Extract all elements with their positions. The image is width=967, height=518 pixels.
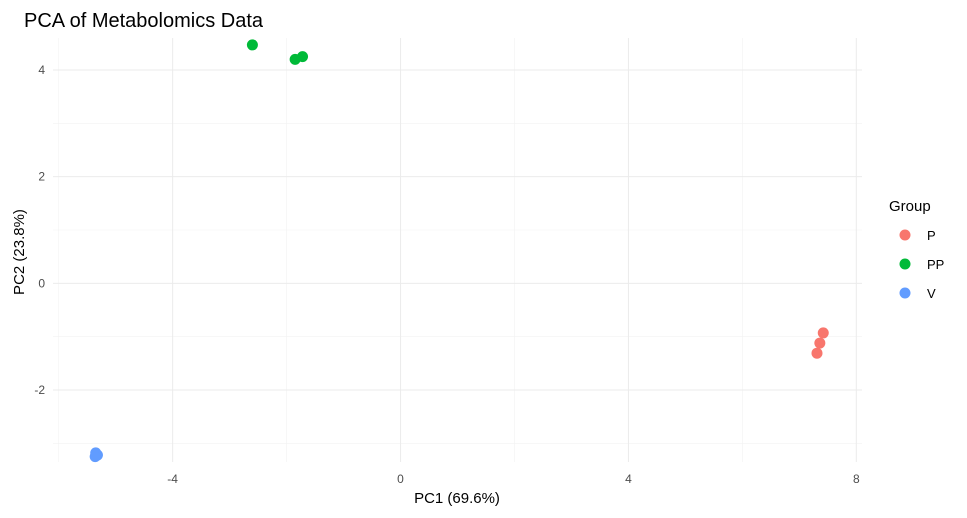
legend-key xyxy=(899,287,911,299)
series-pp xyxy=(246,39,309,65)
legend-item-pp: PP xyxy=(899,257,944,272)
y-tick-label: 0 xyxy=(38,276,45,290)
x-tick-label: -4 xyxy=(167,472,178,486)
data-point xyxy=(811,347,823,359)
legend-item-p: P xyxy=(899,228,936,243)
tick-labels: -4 0 4 8 -2 0 2 4 xyxy=(34,63,860,486)
series-p xyxy=(811,327,829,359)
legend-key xyxy=(899,258,911,270)
legend-title: Group xyxy=(889,198,931,215)
data-point xyxy=(817,327,829,339)
y-tick-label: 2 xyxy=(38,170,45,184)
legend-item-v: V xyxy=(899,286,936,301)
data-point xyxy=(297,51,309,63)
y-tick-label: -2 xyxy=(34,383,45,397)
y-tick-label: 4 xyxy=(38,63,45,77)
legend-label: V xyxy=(927,286,936,301)
x-tick-label: 4 xyxy=(625,472,632,486)
x-tick-label: 8 xyxy=(853,472,860,486)
legend-label: PP xyxy=(927,257,944,272)
chart-title: PCA of Metabolomics Data xyxy=(24,10,264,32)
grid xyxy=(53,38,862,462)
data-points xyxy=(89,39,829,463)
legend-label: P xyxy=(927,228,936,243)
data-point xyxy=(89,451,101,463)
series-v xyxy=(89,447,103,463)
y-axis-title: PC2 (23.8%) xyxy=(11,209,28,295)
data-point xyxy=(814,337,826,349)
legend-key xyxy=(899,229,911,241)
data-point xyxy=(246,39,258,51)
x-axis-title: PC1 (69.6%) xyxy=(414,490,500,507)
x-tick-label: 0 xyxy=(397,472,404,486)
